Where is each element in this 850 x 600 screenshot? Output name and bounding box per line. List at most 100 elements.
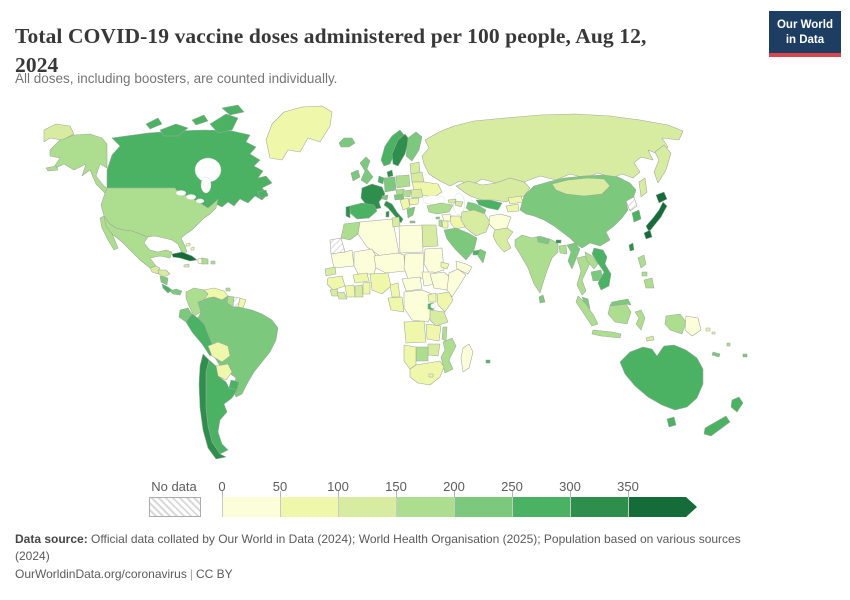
legend-no-data-swatch[interactable] [149,497,201,517]
country-costa-rica[interactable]: Costa Rica [161,283,173,294]
country-new-caledonia[interactable]: New Caledonia [711,351,721,358]
country-hungary[interactable]: Hungary [402,189,412,198]
country-nepal[interactable]: Nepal [536,236,551,245]
country-united-kingdom[interactable]: United Kingdom [359,156,374,185]
country-mali[interactable]: Mali [353,248,379,275]
country-libya[interactable]: Libya [398,224,424,254]
country-vanuatu[interactable]: Vanuatu [726,342,731,347]
country-finland[interactable]: Finland [405,131,423,162]
country-australia-tasmania[interactable]: Australia [666,416,677,428]
country-egypt[interactable]: Egypt [421,224,439,248]
country-benelux[interactable]: Belgium / Netherlands [377,175,385,185]
country-somalia[interactable]: Somalia [446,268,467,298]
country-afghanistan[interactable]: Afghanistan [488,213,512,231]
legend-bucket-200-250[interactable] [454,497,512,517]
legend-bucket-300-350[interactable] [570,497,628,517]
country-papua-new-guinea[interactable]: Papua New Guinea [684,315,702,337]
country-mauritania[interactable]: Mauritania [330,249,355,269]
country-tajikistan[interactable]: Tajikistan [505,203,520,213]
footer-license[interactable]: CC BY [195,567,233,581]
country-canada-newfoundland[interactable]: Canada [257,189,269,199]
country-sudan[interactable]: Sudan [423,247,445,275]
country-solomon-islands-2[interactable]: Solomon Islands [711,331,716,335]
country-indonesia-java[interactable]: Indonesia [591,329,622,339]
country-mozambique[interactable]: Mozambique [440,337,457,374]
country-philippines-mindanao[interactable]: Philippines [643,277,655,289]
country-bolivia[interactable]: Bolivia [207,341,231,363]
country-chad[interactable]: Chad [403,252,425,280]
country-balkans[interactable]: Western Balkans [399,197,411,211]
country-nigeria[interactable]: Nigeria [369,272,392,295]
country-ireland[interactable]: Ireland [350,169,361,182]
owid-logo[interactable]: Our World in Data [768,11,841,57]
country-malawi[interactable]: Malawi [441,326,448,342]
country-south-korea[interactable]: South Korea [631,209,642,223]
country-senegal[interactable]: Senegal [324,266,337,277]
country-bhutan[interactable]: Bhutan [555,239,562,244]
country-lesotho[interactable]: Lesotho [428,373,434,378]
country-zimbabwe[interactable]: Zimbabwe [427,343,441,357]
country-north-korea[interactable]: North Korea [625,196,638,212]
country-peru[interactable]: Peru [185,313,217,357]
country-kenya[interactable]: Kenya [436,291,454,313]
country-madagascar[interactable]: Madagascar [460,343,474,373]
country-azerbaijan[interactable]: Azerbaijan [454,200,464,208]
country-mauritius[interactable]: Mauritius [485,359,491,364]
legend-bucket-0-50[interactable] [222,497,280,517]
country-canada-baffin-island[interactable]: Canada [209,113,239,134]
country-canada-banks[interactable]: Canada [145,117,163,130]
legend-bucket-250-300[interactable] [512,497,570,517]
country-western-sahara[interactable]: Western Sahara [329,237,346,255]
country-switzerland[interactable]: Switzerland [381,194,389,201]
country-honduras[interactable]: Honduras [157,269,171,278]
country-eritrea[interactable]: Eritrea [440,261,450,270]
legend-bucket-100-150[interactable] [338,497,396,517]
country-oman[interactable]: Oman [477,248,487,264]
legend-bucket-50-100[interactable] [280,497,338,517]
country-cuba[interactable]: Cuba [171,251,198,262]
country-yemen[interactable]: Yemen [455,260,473,275]
country-philippines-visayas[interactable]: Philippines [641,271,648,277]
country-china[interactable]: China [519,174,637,249]
country-south-africa[interactable]: South Africa [409,360,445,386]
country-greenland[interactable]: Greenland [265,105,333,161]
country-timor-leste[interactable]: Timor-Leste [645,335,655,342]
footer-url[interactable]: OurWorldinData.org/coronavirus [15,567,187,581]
country-russia-chukotka[interactable]: Russia [43,123,75,143]
country-indonesia-sulawesi[interactable]: Indonesia [634,309,646,331]
country-russia-sakhalin[interactable]: Russia [638,177,648,198]
country-israel[interactable]: Israel [438,219,443,228]
country-japan-honshu[interactable]: Japan [645,201,668,233]
country-cyprus[interactable]: Cyprus [435,216,441,220]
country-liberia[interactable]: Liberia [336,291,348,300]
country-gabon-congo[interactable]: Gabon / Congo [387,296,405,313]
country-indonesia-sumatra[interactable]: Indonesia [575,295,599,327]
country-bahamas-2[interactable]: Bahamas [190,246,195,251]
country-mexico[interactable]: Mexico [103,215,173,269]
country-russia-kamchatka[interactable]: Russia [653,144,672,184]
country-angola[interactable]: Angola [403,320,427,344]
country-syria[interactable]: Syria [441,213,452,222]
country-india[interactable]: India [514,234,559,294]
country-sri-lanka[interactable]: Sri Lanka [538,294,546,304]
country-germany[interactable]: Germany [383,176,397,193]
country-bangladesh[interactable]: Bangladesh [558,244,568,255]
country-iran[interactable]: Iran [460,209,491,237]
country-zambia[interactable]: Zambia [425,323,442,342]
country-japan-hokkaido[interactable]: Japan [655,191,668,204]
country-solomon-islands[interactable]: Solomon Islands [705,327,711,332]
country-uzbekistan[interactable]: Uzbekistan [475,199,503,211]
country-cote-divoire[interactable]: Cote d'Ivoire [344,284,356,298]
country-cameroon[interactable]: Cameroon [389,282,401,298]
country-baltics[interactable]: Baltic states [409,161,421,175]
country-spain[interactable]: Spain [349,202,378,220]
country-france[interactable]: France [360,183,386,211]
country-nicaragua[interactable]: Nicaragua [159,275,169,286]
country-greece[interactable]: Greece [406,206,416,219]
country-russia[interactable]: Russia [421,113,684,187]
country-central-african-republic[interactable]: Central African Republic [401,276,423,292]
country-mongolia[interactable]: Mongolia [551,177,611,197]
country-canada-arctic-island[interactable]: Canada [191,114,209,126]
country-tanzania[interactable]: Tanzania [429,309,449,327]
country-jamaica[interactable]: Jamaica [183,263,190,268]
